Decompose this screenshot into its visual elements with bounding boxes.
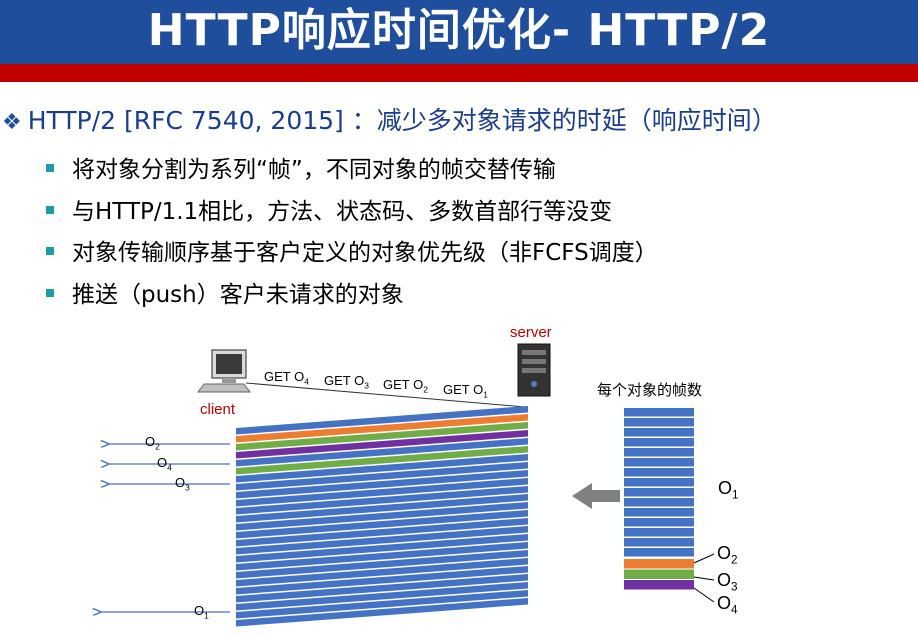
- response-frames: [236, 406, 528, 627]
- sub-bullet-text: 与HTTP/1.1相比，方法、状态码、多数首部行等没变: [72, 199, 613, 225]
- main-bullet-text: 减少多对象请求的时延（响应时间）: [376, 106, 777, 135]
- response-frame: [236, 558, 528, 587]
- response-frame: [236, 462, 528, 491]
- response-frame: [236, 494, 528, 523]
- request-label: GET O4: [264, 369, 309, 387]
- request-line: [245, 382, 526, 408]
- sub-bullet-text: 推送（push）客户未请求的对象: [72, 282, 404, 308]
- sub-bullet-2: 与HTTP/1.1相比，方法、状态码、多数首部行等没变: [46, 192, 612, 226]
- response-frame: [236, 446, 528, 475]
- diamond-bullet-icon: ❖: [2, 110, 22, 135]
- client-label: client: [200, 401, 236, 418]
- sub-bullet-1: 将对象分割为系列“帧”，不同对象的帧交替传输: [46, 150, 556, 184]
- o4-pointer-line: [693, 587, 715, 603]
- request-label: GET O1: [443, 382, 488, 400]
- main-bullet: ❖ HTTP/2 [RFC 7540, 2015] ：减少多对象请求的时延（响应时…: [2, 101, 777, 137]
- server-label: server: [510, 324, 552, 341]
- o1-frame: [624, 518, 694, 527]
- o1-frame: [624, 408, 694, 417]
- object-label-o2: O2: [717, 543, 738, 567]
- object-label-o1: O1: [718, 478, 739, 502]
- title-underline-bar: [0, 64, 918, 82]
- object-label-o4: O4: [717, 593, 738, 617]
- response-frame: [236, 422, 528, 451]
- response-frame: [236, 518, 528, 547]
- response-frame: [236, 574, 528, 603]
- o3-pointer-line: [693, 576, 715, 581]
- response-frame: [236, 414, 528, 443]
- o1-frame: [624, 478, 694, 487]
- o2-frame: [624, 559, 694, 569]
- response-frame: [236, 406, 528, 435]
- response-frame: [236, 542, 528, 571]
- sub-bullet-3: 对象传输顺序基于客户定义的对象优先级（非FCFS调度）: [46, 233, 658, 267]
- arrival-label: O4: [157, 455, 172, 473]
- o1-frame: [624, 548, 694, 557]
- o1-frame: [624, 438, 694, 447]
- main-bullet-prefix: HTTP/2 [RFC 7540, 2015] ：: [27, 106, 377, 135]
- sub-bullet-text: 将对象分割为系列“帧”，不同对象的帧交替传输: [72, 157, 556, 183]
- o1-frame: [624, 428, 694, 437]
- page-title: HTTP响应时间优化- HTTP/2: [147, 5, 771, 56]
- response-frame: [236, 534, 528, 563]
- response-frame: [236, 590, 528, 619]
- square-bullet-icon: [46, 246, 54, 255]
- response-frame: [236, 566, 528, 595]
- frames-per-object-label: 每个对象的帧数: [597, 382, 703, 399]
- request-label: GET O2: [383, 377, 428, 395]
- response-frame: [236, 510, 528, 539]
- o3-frame: [624, 569, 694, 579]
- o1-frame: [624, 418, 694, 427]
- square-bullet-icon: [46, 205, 54, 214]
- response-frame: [236, 470, 528, 499]
- response-frame: [236, 502, 528, 531]
- sub-bullet-text: 对象传输顺序基于客户定义的对象优先级（非FCFS调度）: [72, 240, 658, 266]
- o4-frame: [624, 580, 694, 590]
- square-bullet-icon: [46, 288, 54, 297]
- o1-frame: [624, 498, 694, 507]
- client-computer-icon: [197, 349, 251, 393]
- response-frame: [236, 438, 528, 467]
- response-frame: [236, 478, 528, 507]
- big-left-arrow-icon: [572, 483, 620, 509]
- square-bullet-icon: [46, 163, 54, 172]
- title-banner: [0, 0, 918, 64]
- object-label-o3: O3: [717, 570, 738, 594]
- request-label: GET O3: [324, 373, 369, 391]
- response-frame: [236, 526, 528, 555]
- server-icon: [517, 343, 551, 397]
- frames-per-object-column: [624, 408, 694, 590]
- response-frame: [236, 550, 528, 579]
- o1-frame: [624, 448, 694, 457]
- response-frame: [236, 582, 528, 611]
- sub-bullet-4: 推送（push）客户未请求的对象: [46, 275, 404, 309]
- o1-frame: [624, 488, 694, 497]
- o1-frame: [624, 468, 694, 477]
- o1-frame: [624, 458, 694, 467]
- o1-frame: [624, 528, 694, 537]
- o1-frame: [624, 538, 694, 547]
- o2-pointer-line: [693, 553, 715, 564]
- response-frame: [236, 598, 528, 627]
- response-frame: [236, 486, 528, 515]
- response-frame: [236, 454, 528, 483]
- o1-frame: [624, 508, 694, 517]
- arrival-label: O2: [145, 434, 160, 452]
- arrival-label: O3: [175, 475, 190, 493]
- arrival-label: O1: [194, 603, 209, 621]
- response-frame: [236, 430, 528, 459]
